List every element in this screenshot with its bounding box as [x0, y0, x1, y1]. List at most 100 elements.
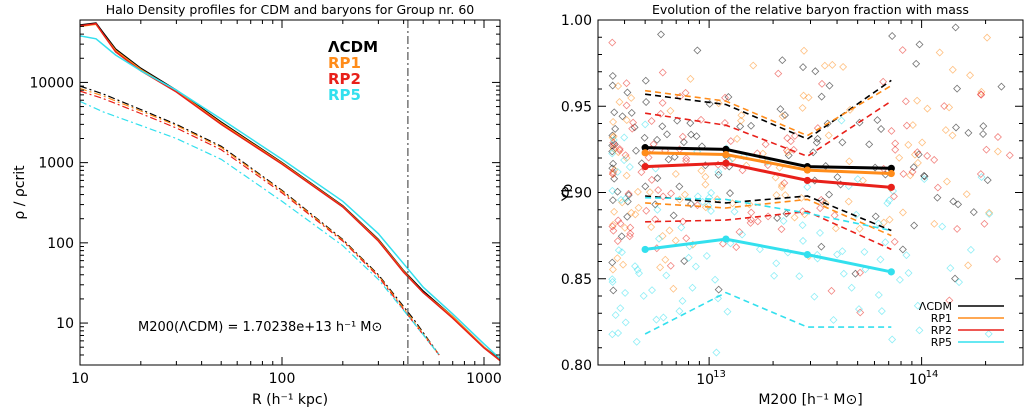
- halo-point: [726, 189, 734, 198]
- halo-point: [670, 152, 679, 161]
- halo-point: [664, 155, 673, 164]
- halo-point: [654, 186, 663, 195]
- series-upper-quartile-rp2: [644, 100, 892, 158]
- halo-point: [953, 84, 962, 93]
- halo-point: [902, 251, 911, 260]
- halo-point: [631, 262, 639, 271]
- x-tick-label: 100: [269, 371, 296, 387]
- median-point: [641, 163, 649, 171]
- halo-point: [887, 126, 896, 135]
- halo-point: [845, 157, 854, 166]
- halo-point: [855, 224, 864, 233]
- halo-point: [656, 263, 665, 272]
- halo-point: [898, 208, 907, 217]
- halo-point: [613, 254, 622, 263]
- halo-point: [647, 223, 656, 231]
- series-line-baryons-rp2: [80, 90, 440, 356]
- halo-point: [915, 326, 924, 335]
- y-tick-label: 0.80: [561, 358, 592, 374]
- halo-point: [997, 82, 1006, 91]
- halo-point: [799, 63, 807, 72]
- halo-point: [614, 329, 623, 337]
- halo-point: [877, 307, 886, 316]
- halo-point: [949, 197, 958, 206]
- halo-point: [633, 187, 642, 196]
- halo-point: [661, 255, 670, 264]
- halo-point: [773, 214, 782, 222]
- median-point: [722, 150, 730, 159]
- halo-point: [879, 218, 888, 227]
- x-axis-label: R (h⁻¹ kpc): [252, 392, 328, 408]
- halo-point: [838, 247, 847, 256]
- halo-point: [873, 116, 882, 125]
- halo-point: [681, 88, 690, 97]
- halo-point: [979, 122, 988, 131]
- halo-point: [899, 169, 908, 178]
- halo-point: [615, 146, 624, 155]
- halo-point: [962, 190, 971, 199]
- halo-point: [609, 141, 618, 150]
- halo-point: [637, 168, 646, 177]
- halo-point: [923, 151, 932, 160]
- halo-point: [617, 195, 625, 204]
- halo-point: [627, 208, 636, 217]
- median-point: [641, 144, 649, 152]
- halo-point: [666, 106, 675, 115]
- halo-point: [623, 88, 632, 97]
- halo-point: [778, 181, 786, 189]
- halo-point: [803, 183, 812, 192]
- halo-point: [616, 219, 625, 228]
- halo-point: [730, 207, 739, 216]
- halo-point: [838, 138, 847, 147]
- halo-point: [898, 245, 907, 254]
- halo-point: [613, 237, 622, 246]
- halo-point: [682, 157, 691, 165]
- halo-point: [953, 224, 962, 233]
- halo-point: [659, 192, 668, 201]
- legend-entry: ΛCDM: [328, 38, 378, 56]
- density-profile-chart: Halo Density profiles for CDM and baryon…: [12, 2, 502, 408]
- halo-point: [818, 79, 826, 88]
- halo-point: [608, 330, 617, 339]
- halo-point: [609, 159, 618, 168]
- halo-point: [626, 223, 635, 232]
- halo-point: [737, 116, 745, 125]
- halo-point: [665, 226, 674, 235]
- series-line-total-rp5: [80, 35, 500, 360]
- halo-point: [642, 206, 651, 215]
- halo-point: [632, 146, 640, 155]
- halo-point: [888, 335, 897, 344]
- halo-point: [663, 130, 671, 139]
- halo-point: [617, 248, 626, 257]
- halo-point: [679, 138, 688, 147]
- series-lower-quartile-rp5: [644, 291, 892, 335]
- halo-point: [615, 144, 624, 153]
- halo-point: [745, 200, 754, 209]
- halo-point: [625, 163, 634, 171]
- halo-point: [609, 117, 618, 126]
- halo-point: [948, 65, 957, 74]
- halo-point: [662, 271, 671, 280]
- halo-point: [688, 283, 697, 292]
- halo-point: [906, 171, 915, 180]
- halo-point: [613, 167, 622, 176]
- halo-point: [977, 90, 986, 99]
- halo-point: [913, 96, 922, 105]
- halo-point: [920, 175, 929, 184]
- median-point: [641, 245, 649, 254]
- halo-point: [614, 82, 623, 91]
- halo-point: [658, 232, 667, 240]
- halo-point: [671, 169, 680, 178]
- series-line-baryons-cdm: [80, 85, 440, 356]
- halo-point: [779, 217, 788, 225]
- halo-point: [631, 210, 640, 219]
- y-tick-label: 100: [47, 236, 74, 252]
- median-point: [722, 145, 730, 153]
- halo-point: [707, 207, 715, 215]
- halo-point: [627, 94, 636, 102]
- y-tick-label: 10000: [29, 75, 74, 91]
- halo-point: [622, 79, 631, 88]
- halo-point: [609, 136, 618, 145]
- halo-point: [620, 223, 629, 232]
